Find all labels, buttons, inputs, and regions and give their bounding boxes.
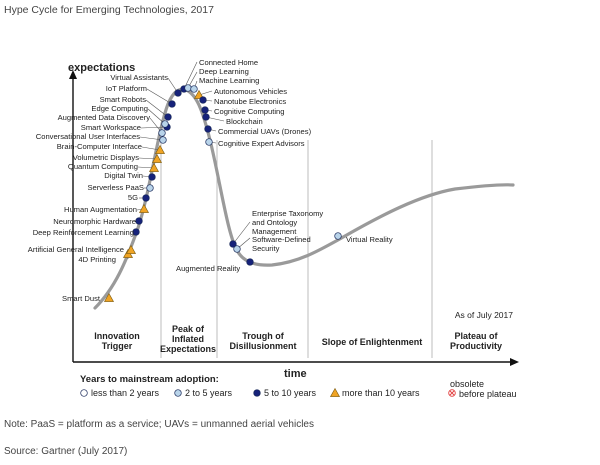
label-quantum-computing: Quantum Computing [68,162,138,171]
marker-smart-robots [164,113,172,121]
label-autonomous-vehicles: Autonomous Vehicles [214,87,287,96]
legend-more-than-10-years-marker [329,387,341,397]
phase-label: Trough of Disillusionment [229,331,296,351]
label-software-defined-security: Software-Defined Security [252,235,311,253]
as-of-label: As of July 2017 [455,310,513,320]
marker-edge-computing [161,120,169,128]
label-5g: 5G [128,193,138,202]
marker-virtual-reality [334,232,342,240]
leader-edge-computing [147,108,166,125]
leader-volumetric-displays [138,157,158,160]
phase-label: Slope of Enlightenment [322,337,423,347]
label-iot-platform: IoT Platform [106,84,147,93]
legend-2-to-5-years-label: 2 to 5 years [185,388,233,398]
label-blockchain: Blockchain [226,117,263,126]
marker-commercial-uavs-drones [204,125,212,133]
y-axis-arrow [69,70,77,79]
marker-neuromorphic-hardware [135,217,143,225]
legend-2-to-5-years-marker [174,389,182,397]
figure-title: Hype Cycle for Emerging Technologies, 20… [4,4,214,16]
legend-obsolete-before-plateau-cross [449,390,455,396]
label-brain-computer-interface: Brain-Computer Interface [57,142,142,151]
marker-iot-platform [168,100,176,108]
leader-enterprise-taxonomy-and-ontology-management [232,221,251,245]
marker-volumetric-displays [151,153,163,163]
marker-artificial-general-intelligence [125,244,137,254]
marker-brain-computer-interface [154,144,166,154]
label-commercial-uavs-drones: Commercial UAVs (Drones) [218,127,312,136]
label-cognitive-expert-advisors: Cognitive Expert Advisors [218,139,305,148]
marker-deep-reinforcement-learning [132,228,140,236]
marker-5g [142,194,150,202]
leader-smart-workspace [140,126,168,129]
figure-note: Note: PaaS = platform as a service; UAVs… [4,419,314,430]
marker-serverless-paas [146,184,154,192]
marker-enterprise-taxonomy-and-ontology-management [229,240,237,248]
marker-software-defined-security [233,245,241,253]
marker-nanotube-electronics [199,96,207,104]
label-4d-printing: 4D Printing [78,255,116,264]
legend-obsolete-before-plateau-label: obsolete before plateau [450,379,517,399]
legend-5-to-10-years-label: 5 to 10 years [264,388,317,398]
label-conversational-user-interfaces: Conversational User Interfaces [36,132,140,141]
leader-connected-home [183,61,198,90]
label-deep-learning: Deep Learning [199,67,249,76]
leader-conversational-user-interfaces [139,136,164,141]
x-axis-label: time [284,368,307,380]
label-digital-twin: Digital Twin [104,171,143,180]
x-axis-arrow [510,358,519,366]
label-virtual-assistants: Virtual Assistants [110,73,168,82]
marker-machine-learning [190,85,198,93]
label-smart-dust: Smart Dust [62,294,101,303]
label-nanotube-electronics: Nanotube Electronics [214,97,286,106]
label-virtual-reality: Virtual Reality [346,235,393,244]
label-augmented-data-discovery: Augmented Data Discovery [58,113,151,122]
marker-blockchain [202,113,210,121]
leader-smart-robots [145,99,169,118]
label-enterprise-taxonomy-and-ontology-management: Enterprise Taxonomy and Ontology Managemen… [252,209,323,236]
label-edge-computing: Edge Computing [91,104,148,113]
legend-title: Years to mainstream adoption: [80,374,219,385]
marker-human-augmentation [138,203,150,213]
marker-smart-dust [103,292,115,302]
marker-augmented-data-discovery [158,129,166,137]
phase-label: Plateau of Productivity [450,331,502,351]
phase-label: Peak of Inflated Expectations [160,324,216,354]
label-smart-workspace: Smart Workspace [81,123,141,132]
label-artificial-general-intelligence: Artificial General Intelligence [28,245,124,254]
label-volumetric-displays: Volumetric Displays [73,153,139,162]
label-cognitive-computing: Cognitive Computing [214,107,285,116]
label-connected-home: Connected Home [199,58,258,67]
label-smart-robots: Smart Robots [100,95,147,104]
marker-conversational-user-interfaces [159,136,167,144]
legend-less-than-2-years-label: less than 2 years [91,388,160,398]
label-deep-reinforcement-learning: Deep Reinforcement Learning [33,228,134,237]
marker-cognitive-expert-advisors [205,138,213,146]
marker-augmented-reality [246,258,254,266]
label-human-augmentation: Human Augmentation [64,205,137,214]
marker-deep-learning [184,84,192,92]
y-axis-label: expectations [68,62,135,74]
figure-source: Source: Gartner (July 2017) [4,446,128,457]
hype-curve [93,87,515,310]
label-augmented-reality: Augmented Reality [176,264,240,273]
phase-label: Innovation Trigger [94,331,140,351]
legend-more-than-10-years-label: more than 10 years [342,388,420,398]
leader-iot-platform [146,88,173,105]
legend-less-than-2-years-marker [80,389,88,397]
marker-virtual-assistants [174,89,182,97]
marker-autonomous-vehicles [193,89,205,99]
marker-digital-twin [148,173,156,181]
leader-brain-computer-interface [141,146,161,151]
legend-5-to-10-years-marker [253,389,261,397]
marker-cognitive-computing [201,106,209,114]
label-neuromorphic-hardware: Neuromorphic Hardware [53,217,136,226]
label-serverless-paas: Serverless PaaS [87,183,144,192]
label-machine-learning: Machine Learning [199,76,259,85]
marker-quantum-computing [148,162,160,172]
